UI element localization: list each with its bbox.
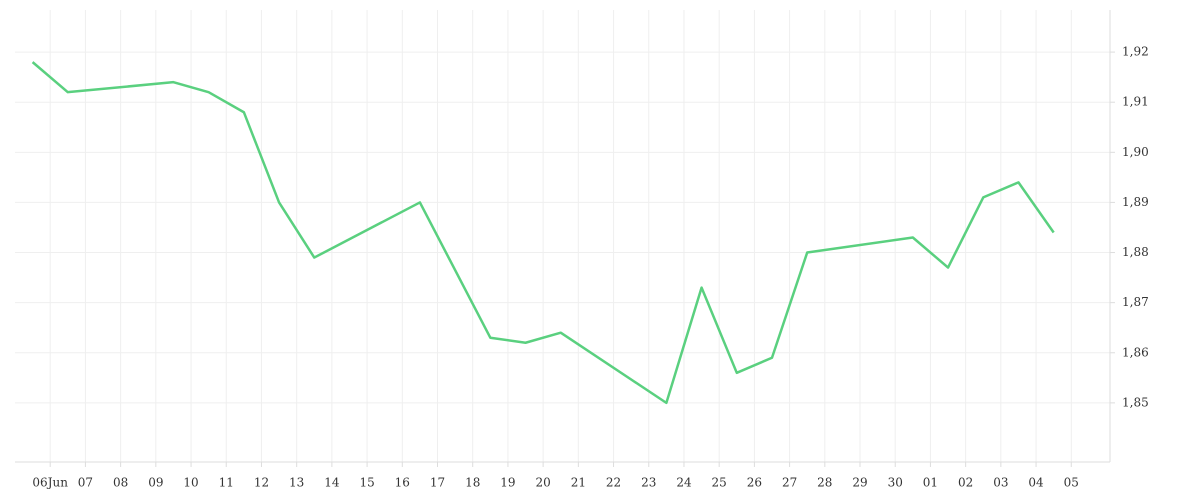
y-tick-label: 1,86 xyxy=(1122,345,1149,359)
x-tick-label: 25 xyxy=(712,476,727,490)
x-tick-label: 18 xyxy=(465,476,480,490)
y-tick-label: 1,91 xyxy=(1122,95,1149,109)
x-tick-label: 19 xyxy=(500,476,515,490)
x-tick-label: 13 xyxy=(289,476,304,490)
x-tick-label: 09 xyxy=(148,476,163,490)
x-tick-label: 16 xyxy=(395,476,410,490)
y-tick-label: 1,87 xyxy=(1122,295,1149,309)
x-tick-label: 29 xyxy=(852,476,867,490)
x-tick-label: 04 xyxy=(1028,476,1044,490)
x-tick-label: 02 xyxy=(958,476,973,490)
x-tick-label: 07 xyxy=(78,476,93,490)
x-tick-label: 06Jun xyxy=(32,476,68,490)
x-tick-label: 03 xyxy=(993,476,1008,490)
x-tick-label: 14 xyxy=(324,476,340,490)
y-tick-label: 1,85 xyxy=(1122,395,1149,409)
x-tick-label: 15 xyxy=(359,476,374,490)
y-tick-label: 1,92 xyxy=(1122,45,1149,59)
line xyxy=(31,61,1055,405)
x-tick-label: 28 xyxy=(817,476,832,490)
x-tick-label: 20 xyxy=(535,476,550,490)
x-tick-label: 24 xyxy=(676,476,692,490)
y-tick-label: 1,89 xyxy=(1122,195,1149,209)
x-tick-label: 17 xyxy=(430,476,445,490)
x-tick-label: 08 xyxy=(113,476,128,490)
x-tick-label: 30 xyxy=(888,476,903,490)
x-tick-label: 12 xyxy=(254,476,269,490)
x-tick-label: 26 xyxy=(747,476,762,490)
x-tick-label: 01 xyxy=(923,476,938,490)
x-tick-label: 27 xyxy=(782,476,797,490)
y-tick-label: 1,90 xyxy=(1122,145,1149,159)
x-tick-label: 23 xyxy=(641,476,656,490)
x-tick-label: 21 xyxy=(571,476,586,490)
x-tick-label: 22 xyxy=(606,476,621,490)
x-tick-label: 05 xyxy=(1064,476,1079,490)
y-tick-label: 1,88 xyxy=(1122,245,1149,259)
x-tick-label: 10 xyxy=(183,476,198,490)
x-tick-label: 11 xyxy=(219,476,234,490)
